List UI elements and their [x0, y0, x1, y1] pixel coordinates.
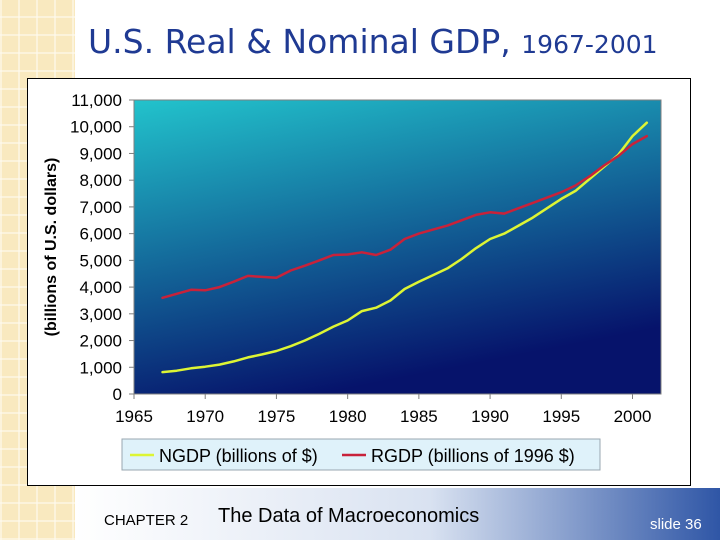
y-tick-label: 5,000 — [79, 251, 122, 270]
y-tick-label: 0 — [113, 385, 122, 404]
y-tick-label: 1,000 — [79, 358, 122, 377]
x-axis: 1965 1970 1975 1980 1985 1990 1995 2000 — [115, 394, 651, 426]
slide-title: U.S. Real & Nominal GDP, 1967-2001 — [88, 22, 658, 61]
y-tick-label: 8,000 — [79, 171, 122, 190]
chapter-subtitle: The Data of Macroeconomics — [218, 505, 480, 527]
x-tick-label: 1980 — [329, 407, 367, 426]
y-axis: 0 1,000 2,000 3,000 4,000 5,000 6,000 7,000 8,00… — [70, 91, 134, 404]
chapter-label: CHAPTER 2 — [104, 512, 189, 529]
slide-title-years: 1967-2001 — [521, 30, 658, 59]
y-tick-label: 10,000 — [70, 118, 122, 137]
y-tick-label: 4,000 — [79, 278, 122, 297]
x-tick-label: 1985 — [400, 407, 438, 426]
y-tick-label: 6,000 — [79, 225, 122, 244]
rgdp-series-line — [161, 134, 649, 300]
ngdp-series-line — [161, 121, 649, 374]
legend-ngdp-label: NGDP (billions of $) — [159, 446, 318, 466]
x-tick-label: 1975 — [258, 407, 296, 426]
x-tick-label: 1995 — [542, 407, 580, 426]
y-tick-label: 3,000 — [79, 305, 122, 324]
y-tick-label: 11,000 — [71, 91, 122, 110]
plot-area — [133, 99, 662, 395]
y-tick-label: 9,000 — [79, 144, 122, 163]
series-lines — [161, 121, 649, 374]
legend-rgdp-label: RGDP (billions of 1996 $) — [371, 446, 575, 466]
y-tick-label: 7,000 — [79, 198, 122, 217]
y-tick-label: 2,000 — [79, 332, 122, 351]
x-tick-label: 1990 — [471, 407, 509, 426]
y-axis-label: (billions of U.S. dollars) — [43, 158, 60, 337]
slide-title-text: U.S. Real & Nominal GDP, — [88, 22, 511, 61]
footer-bar — [75, 488, 720, 540]
x-tick-label: 2000 — [614, 407, 652, 426]
gdp-line-chart: 0 1,000 2,000 3,000 4,000 5,000 6,000 7,000 8,00… — [43, 91, 662, 471]
x-tick-label: 1970 — [186, 407, 224, 426]
chart-legend: NGDP (billions of $) RGDP (billions of 1… — [121, 438, 601, 471]
x-tick-label: 1965 — [115, 407, 153, 426]
slide-number: slide 36 — [650, 516, 702, 533]
chart-frame: 0 1,000 2,000 3,000 4,000 5,000 6,000 7,000 8,00… — [27, 78, 691, 486]
